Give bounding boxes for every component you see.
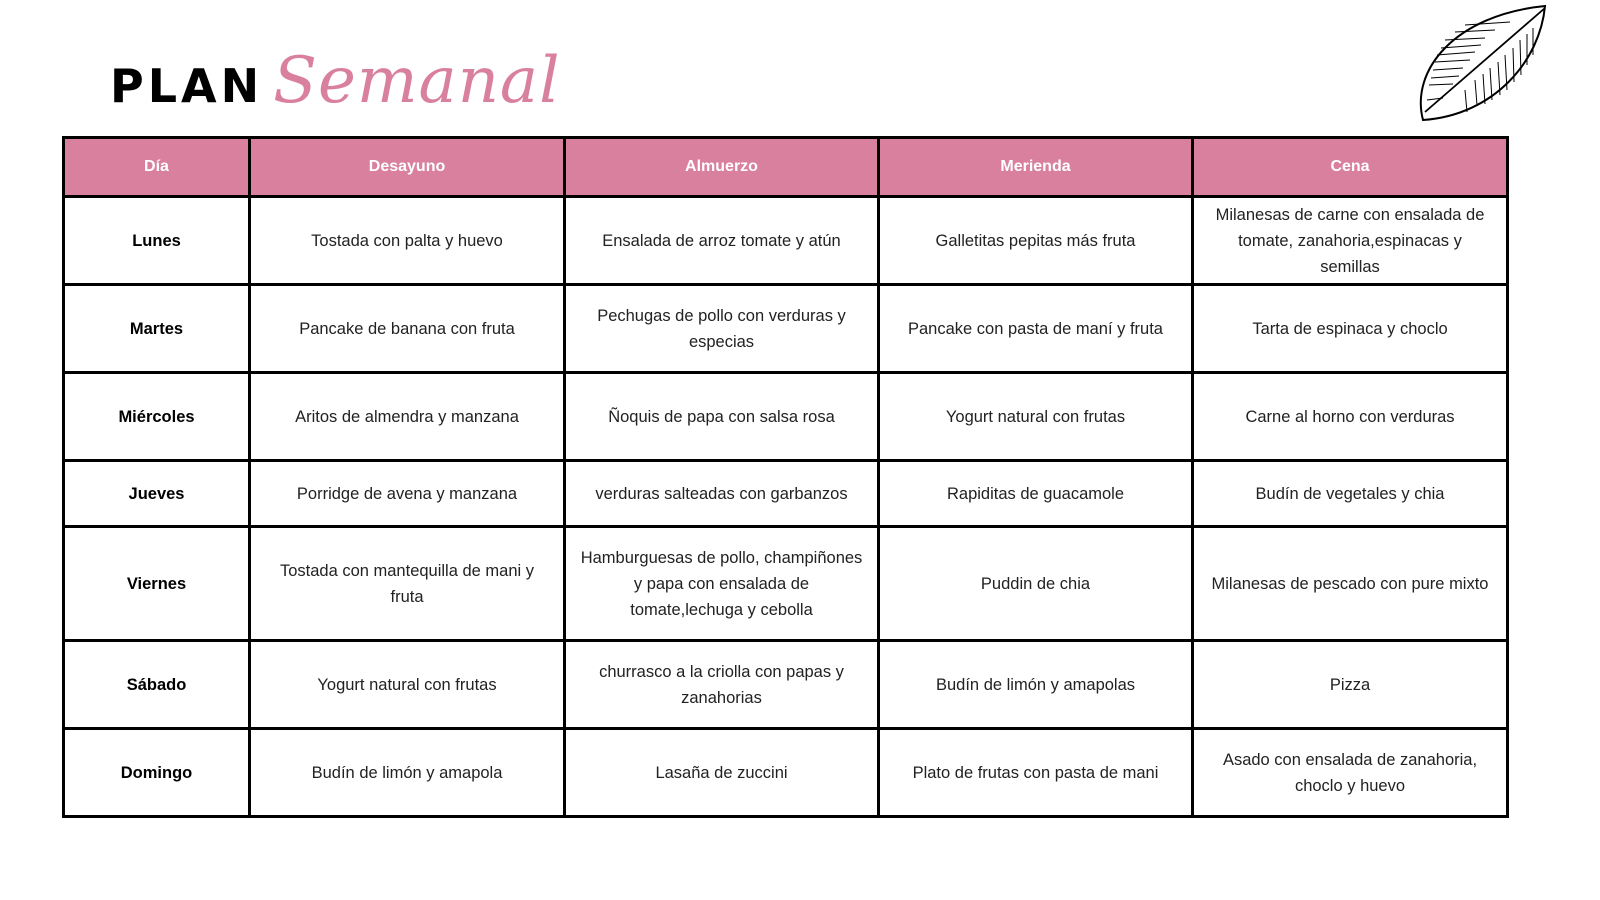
leaf-icon bbox=[1419, 4, 1547, 122]
cell-merienda: Plato de frutas con pasta de mani bbox=[877, 727, 1194, 818]
cell-almuerzo: Pechugas de pollo con verduras y especia… bbox=[563, 283, 880, 374]
cell-day: Martes bbox=[62, 283, 251, 374]
cell-cena: Carne al horno con verduras bbox=[1191, 371, 1509, 462]
cell-almuerzo: Lasaña de zuccini bbox=[563, 727, 880, 818]
cell-desayuno: Tostada con mantequilla de mani y fruta bbox=[248, 525, 566, 642]
cell-desayuno: Budín de limón y amapola bbox=[248, 727, 566, 818]
cell-almuerzo: Ñoquis de papa con salsa rosa bbox=[563, 371, 880, 462]
cell-cena: Milanesas de carne con ensalada de tomat… bbox=[1191, 195, 1509, 286]
cell-cena: Pizza bbox=[1191, 639, 1509, 730]
cell-merienda: Rapiditas de guacamole bbox=[877, 459, 1194, 528]
title-semanal: Semanal bbox=[273, 44, 561, 118]
header-almuerzo: Almuerzo bbox=[563, 136, 880, 198]
table-row: Martes Pancake de banana con fruta Pechuga… bbox=[62, 283, 1509, 374]
cell-merienda: Galletitas pepitas más fruta bbox=[877, 195, 1194, 286]
meal-plan-table: Día Desayuno Almuerzo Merienda Cena Lune… bbox=[62, 136, 1509, 818]
header-merienda: Merienda bbox=[877, 136, 1194, 198]
cell-almuerzo: Hamburguesas de pollo, champiñones y pap… bbox=[563, 525, 880, 642]
header-dia: Día bbox=[62, 136, 251, 198]
cell-cena: Asado con ensalada de zanahoria, choclo … bbox=[1191, 727, 1509, 818]
cell-day: Lunes bbox=[62, 195, 251, 286]
cell-merienda: Puddin de chia bbox=[877, 525, 1194, 642]
header-cena: Cena bbox=[1191, 136, 1509, 198]
cell-desayuno: Pancake de banana con fruta bbox=[248, 283, 566, 374]
page-title: PLAN Semanal bbox=[110, 44, 561, 118]
header-row: Día Desayuno Almuerzo Merienda Cena bbox=[62, 136, 1509, 198]
title-plan: PLAN bbox=[110, 59, 264, 113]
cell-desayuno: Porridge de avena y manzana bbox=[248, 459, 566, 528]
table-row: Lunes Tostada con palta y huevo Ensalada d… bbox=[62, 195, 1509, 286]
cell-merienda: Pancake con pasta de maní y fruta bbox=[877, 283, 1194, 374]
cell-almuerzo: churrasco a la criolla con papas y zanah… bbox=[563, 639, 880, 730]
cell-almuerzo: Ensalada de arroz tomate y atún bbox=[563, 195, 880, 286]
cell-day: Sábado bbox=[62, 639, 251, 730]
cell-desayuno: Tostada con palta y huevo bbox=[248, 195, 566, 286]
table-row: Viernes Tostada con mantequilla de mani y… bbox=[62, 525, 1509, 642]
table-row: Jueves Porridge de avena y manzana verdura… bbox=[62, 459, 1509, 528]
cell-desayuno: Yogurt natural con frutas bbox=[248, 639, 566, 730]
table-row: Domingo Budín de limón y amapola Lasaña de… bbox=[62, 727, 1509, 818]
cell-day: Jueves bbox=[62, 459, 251, 528]
table-row: Miércoles Aritos de almendra y manzana Ñoq… bbox=[62, 371, 1509, 462]
cell-merienda: Budín de limón y amapolas bbox=[877, 639, 1194, 730]
cell-cena: Milanesas de pescado con pure mixto bbox=[1191, 525, 1509, 642]
cell-day: Viernes bbox=[62, 525, 251, 642]
cell-merienda: Yogurt natural con frutas bbox=[877, 371, 1194, 462]
header-desayuno: Desayuno bbox=[248, 136, 566, 198]
cell-day: Domingo bbox=[62, 727, 251, 818]
cell-day: Miércoles bbox=[62, 371, 251, 462]
table-row: Sábado Yogurt natural con frutas churrasco… bbox=[62, 639, 1509, 730]
cell-desayuno: Aritos de almendra y manzana bbox=[248, 371, 566, 462]
cell-cena: Budín de vegetales y chia bbox=[1191, 459, 1509, 528]
cell-almuerzo: verduras salteadas con garbanzos bbox=[563, 459, 880, 528]
cell-cena: Tarta de espinaca y choclo bbox=[1191, 283, 1509, 374]
